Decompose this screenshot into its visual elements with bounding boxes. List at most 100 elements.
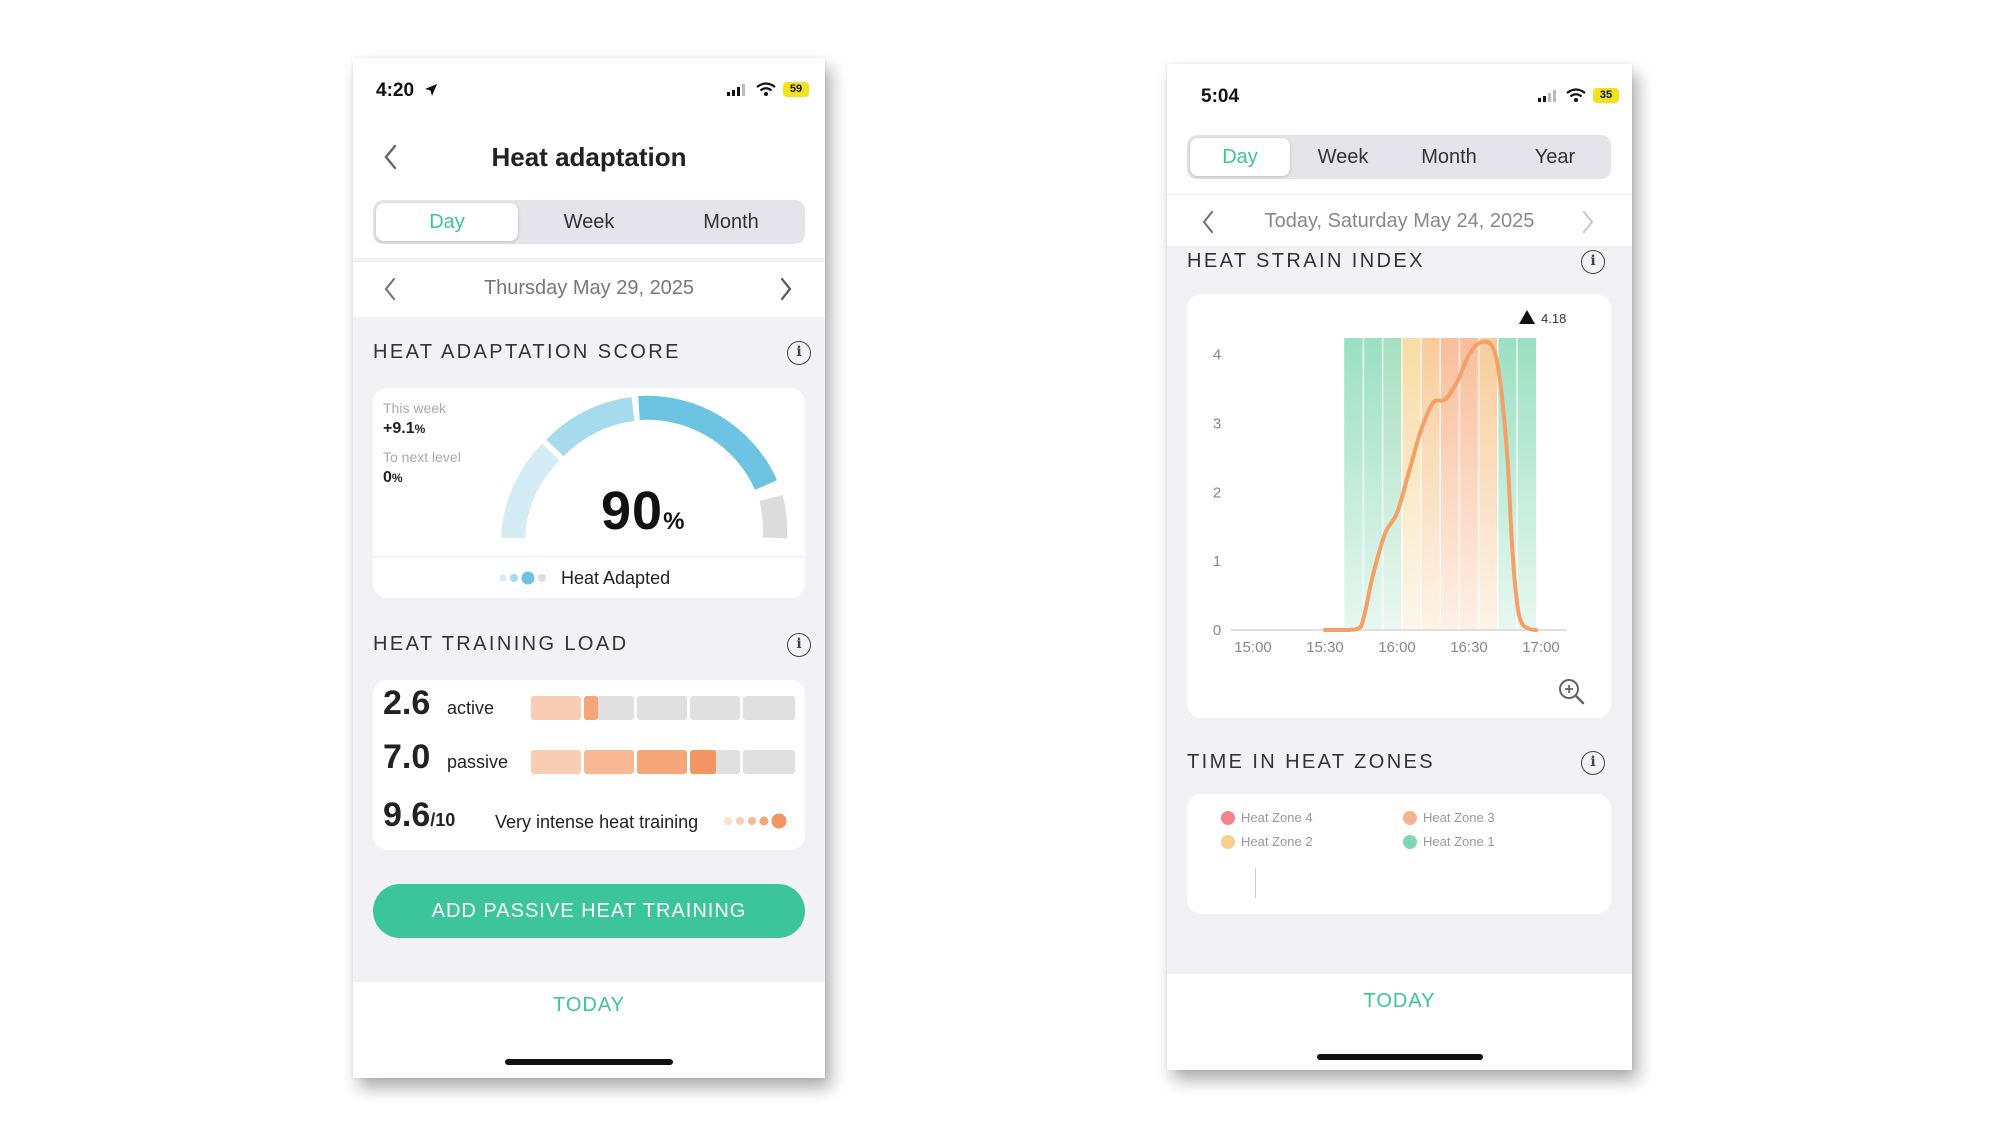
date-label: Thursday May 29, 2025: [483, 277, 695, 299]
next-level-value: 0%: [383, 469, 403, 486]
heat-band-1: [1363, 338, 1383, 630]
tab-year[interactable]: Year: [1534, 146, 1576, 168]
y-axis-ticks: 0 1 2 3 4: [1213, 347, 1221, 639]
gauge-segment-3: [638, 395, 777, 491]
home-indicator: [1317, 1054, 1483, 1060]
period-tabs: Day Week Month: [373, 200, 805, 244]
signal-icon: [1538, 90, 1556, 102]
peak-marker-icon: [1519, 310, 1535, 324]
gauge-segment-remaining: [759, 494, 788, 539]
strain-series-line: [1323, 339, 1539, 632]
period-tabs: Day Week Month Year: [1187, 135, 1611, 179]
heat-band-6: [1459, 338, 1479, 630]
total-load-value: 9.6/10: [383, 796, 456, 834]
page-title: Heat adaptation: [491, 142, 687, 172]
x-tick-label: 16:00: [1378, 639, 1416, 656]
back-chevron-icon[interactable]: [383, 144, 399, 170]
add-passive-training-button[interactable]: ADD PASSIVE HEAT TRAINING: [373, 884, 805, 938]
legend-zone-1: Heat Zone 1: [1403, 834, 1495, 849]
heat-band-9: [1517, 338, 1537, 630]
zones-axis-line: [1255, 868, 1256, 898]
strain-section-title: HEAT STRAIN INDEX: [1187, 250, 1425, 272]
wifi-icon: [756, 82, 776, 96]
training-info-icon[interactable]: i: [787, 633, 811, 657]
heat-band-2: [1382, 338, 1402, 630]
adaptation-score: 90%: [601, 481, 686, 541]
heat-zone-bands: [1344, 338, 1537, 630]
tab-month[interactable]: Month: [1421, 146, 1477, 168]
this-week-label: This week: [383, 400, 447, 416]
band-separators: [1362, 338, 1518, 630]
adaptation-info-icon[interactable]: i: [787, 341, 811, 365]
legend-zone-3: Heat Zone 3: [1403, 810, 1495, 825]
date-label: Today, Saturday May 24, 2025: [1264, 210, 1535, 232]
card-divider: [373, 556, 805, 557]
zoom-in-icon[interactable]: [1559, 679, 1585, 705]
tab-week[interactable]: Week: [1317, 146, 1369, 168]
active-load-bar: [531, 696, 795, 720]
tab-month[interactable]: Month: [703, 211, 759, 233]
active-load-value: 2.6: [383, 684, 431, 722]
next-date-chevron-icon[interactable]: [779, 277, 793, 301]
y-tick-label: 2: [1213, 484, 1221, 501]
phone-screen-heat-adaptation: 4:20 59 Heat adaptation Day Week Month T…: [353, 58, 825, 1078]
gauge-segment-2: [546, 397, 635, 457]
strain-chart-card: 0 1 2 3 4 15:00 15:30 16:00 16:30 17:00 4.18: [1187, 294, 1611, 718]
this-week-value: +9.1%: [383, 420, 426, 437]
adaptation-section-title: HEAT ADAPTATION SCORE: [373, 341, 681, 363]
heat-band-5: [1440, 338, 1460, 630]
next-level-label: To next level: [383, 449, 461, 465]
y-tick-label: 4: [1213, 347, 1221, 364]
heat-band-3: [1401, 338, 1421, 630]
zone-3-dot-icon: [1403, 810, 1417, 825]
legend-zone-4: Heat Zone 4: [1221, 810, 1313, 825]
heat-band-0: [1344, 338, 1364, 630]
adaptation-level-dots-icon: [499, 571, 546, 585]
legend-zone-2: Heat Zone 2: [1221, 834, 1313, 849]
zone-2-dot-icon: [1221, 834, 1235, 849]
date-row: [353, 261, 825, 317]
y-tick-label: 3: [1213, 415, 1221, 432]
heat-band-7: [1478, 338, 1498, 630]
prev-date-chevron-icon[interactable]: [383, 277, 397, 301]
tab-day[interactable]: Day: [376, 203, 518, 241]
zone-4-dot-icon: [1221, 810, 1235, 825]
total-load-label: Very intense heat training: [495, 812, 699, 832]
zones-card: Heat Zone 4 Heat Zone 3 Heat Zone 2 Heat…: [1187, 794, 1611, 914]
tab-day[interactable]: Day: [1190, 138, 1290, 176]
strain-info-icon[interactable]: i: [1581, 250, 1605, 274]
adaptation-gauge: [501, 395, 788, 539]
location-arrow-icon: [425, 84, 437, 96]
intensity-dots-icon: [724, 813, 787, 829]
phone-screen-heat-strain: 5:04 35 Day Week Month Year Today, Satur…: [1167, 64, 1632, 1070]
status-time: 4:20: [376, 80, 415, 101]
home-indicator: [505, 1059, 673, 1065]
today-button[interactable]: TODAY: [1363, 990, 1436, 1012]
wifi-icon: [1566, 88, 1586, 102]
x-tick-label: 17:00: [1522, 639, 1560, 656]
passive-load-label: passive: [447, 752, 509, 772]
x-tick-label: 15:00: [1234, 639, 1272, 656]
zones-info-icon[interactable]: i: [1581, 751, 1605, 775]
battery-icon: 59: [783, 82, 809, 97]
adaptation-card: This week +9.1% To next level 0% 90% Hea…: [373, 388, 805, 598]
y-tick-label: 0: [1213, 622, 1221, 639]
status-time: 5:04: [1201, 86, 1240, 107]
today-button[interactable]: TODAY: [552, 994, 626, 1016]
passive-load-bar: [531, 750, 795, 774]
training-section-title: HEAT TRAINING LOAD: [373, 633, 629, 655]
heat-band-4: [1421, 338, 1441, 630]
tab-week[interactable]: Week: [563, 211, 615, 233]
adaptation-status: Heat Adapted: [561, 568, 671, 588]
prev-date-chevron-icon[interactable]: [1201, 210, 1215, 234]
x-tick-label: 16:30: [1450, 639, 1488, 656]
next-date-chevron-icon[interactable]: [1581, 210, 1595, 234]
header-divider: [1167, 194, 1632, 195]
active-load-label: active: [447, 698, 495, 718]
y-tick-label: 1: [1213, 553, 1221, 570]
passive-load-value: 7.0: [383, 738, 431, 776]
zones-section-title: TIME IN HEAT ZONES: [1187, 751, 1436, 773]
x-tick-label: 15:30: [1306, 639, 1344, 656]
zone-1-dot-icon: [1403, 834, 1417, 849]
peak-label: 4.18: [1541, 311, 1566, 326]
